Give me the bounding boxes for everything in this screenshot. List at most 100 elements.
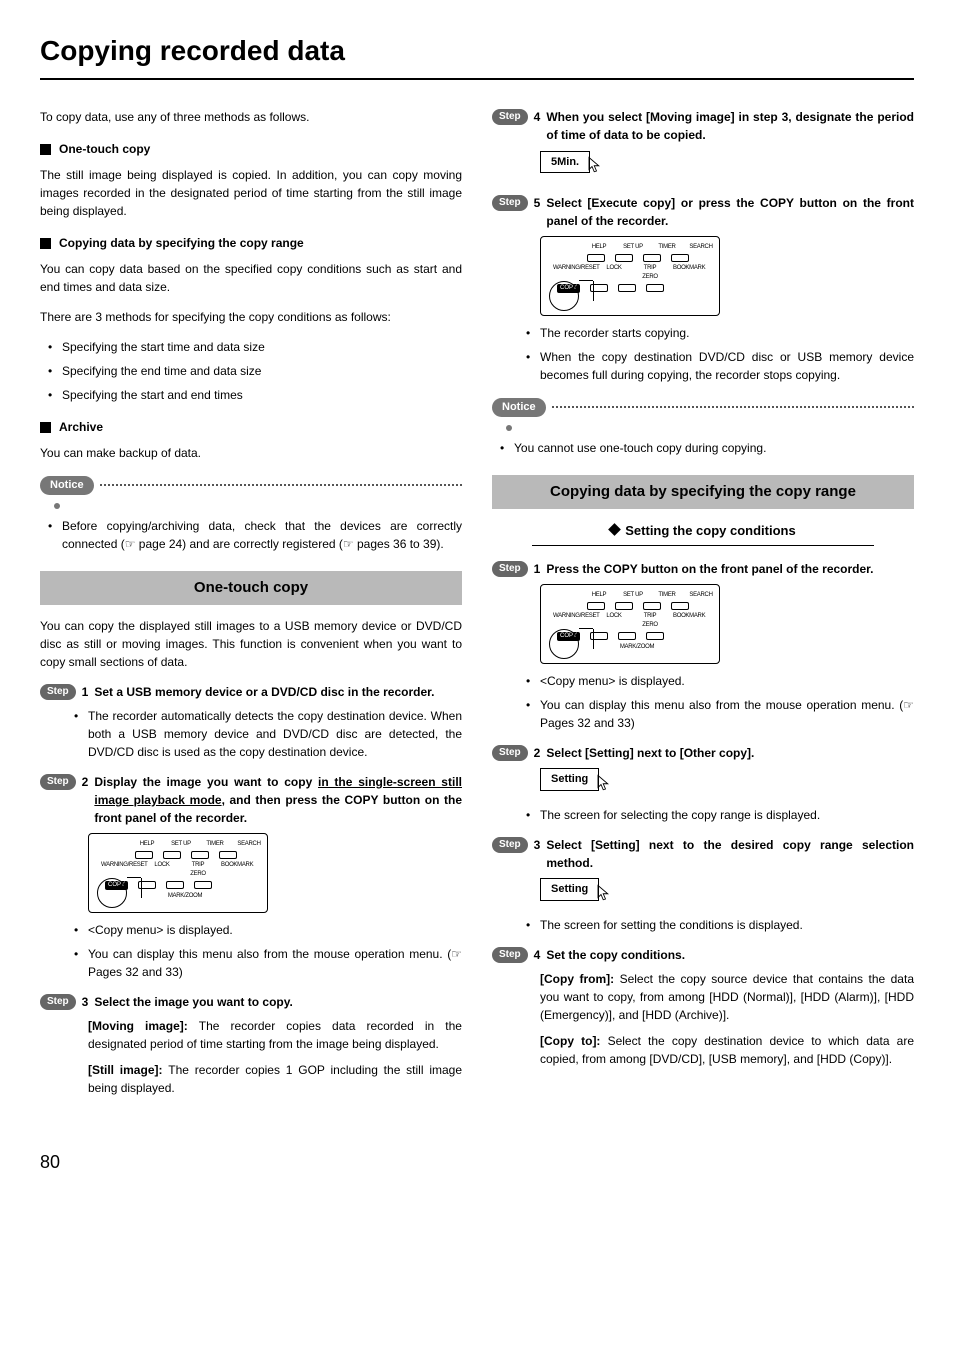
panel-label-markzoom: MARK/ZOOM	[617, 643, 657, 652]
step-5-bullet-2: When the copy destination DVD/CD disc or…	[540, 348, 914, 384]
range-step-1-bullet-1: <Copy menu> is displayed.	[540, 672, 914, 690]
panel-label-bookmark: BOOKMARK	[673, 264, 699, 282]
front-panel-diagram: HELP SET UP TIMER SEARCH WARNING/RESET L…	[88, 833, 268, 913]
panel-dial-icon	[97, 878, 127, 908]
panel-label-setup: SET UP	[621, 591, 645, 600]
panel-label-lock: LOCK	[149, 861, 175, 879]
panel-pointer-line	[593, 629, 594, 649]
step-pill: Step	[492, 745, 528, 761]
step-pill: Step	[492, 109, 528, 125]
range-step-3-text: Select [Setting] next to the desired cop…	[546, 836, 914, 872]
step-5-text: Select [Execute copy] or press the COPY …	[546, 194, 914, 230]
panel-button	[618, 284, 636, 292]
five-min-label: 5Min.	[540, 151, 590, 174]
cursor-icon	[586, 156, 604, 174]
step-number: 1	[82, 683, 89, 701]
step-number: 2	[82, 773, 89, 791]
step-2-text: Display the image you want to copy in th…	[94, 773, 462, 827]
still-image-def: [Still image]: The recorder copies 1 GOP…	[88, 1061, 462, 1097]
panel-label-setup: SET UP	[621, 243, 645, 252]
step-number: 2	[534, 744, 541, 762]
setting-label: Setting	[540, 768, 599, 791]
step-5-bullet-1: The recorder starts copying.	[540, 324, 914, 342]
step-2-bullet-2: You can display this menu also from the …	[88, 945, 462, 981]
step-3-text: Select the image you want to copy.	[94, 993, 293, 1011]
panel-label-markzoom: MARK/ZOOM	[165, 892, 205, 901]
step-pill: Step	[492, 561, 528, 577]
panel-dial-icon	[549, 629, 579, 659]
notice-text-1: Before copying/archiving data, check tha…	[40, 517, 462, 553]
step-number: 3	[82, 993, 89, 1011]
one-touch-heading-label: One-touch copy	[59, 140, 150, 158]
notice-dots	[100, 484, 462, 486]
step-4-text: When you select [Moving image] in step 3…	[546, 108, 914, 144]
panel-label-timer: TIMER	[655, 591, 679, 600]
panel-label-lock: LOCK	[601, 264, 627, 282]
panel-button	[587, 602, 605, 610]
moving-image-def: [Moving image]: The recorder copies data…	[88, 1017, 462, 1053]
step-2: Step 2 Display the image you want to cop…	[40, 773, 462, 981]
range-step-1-text: Press the COPY button on the front panel…	[546, 560, 873, 578]
panel-button	[219, 851, 237, 859]
one-touch-desc: The still image being displayed is copie…	[40, 166, 462, 220]
step-1: Step 1 Set a USB memory device or a DVD/…	[40, 683, 462, 761]
step-pill: Step	[40, 994, 76, 1010]
cursor-icon	[595, 884, 613, 902]
by-range-list: Specifying the start time and data size …	[40, 338, 462, 404]
notice-dot-icon	[506, 425, 512, 431]
panel-label-timer: TIMER	[203, 840, 227, 849]
page-number: 80	[40, 1149, 914, 1176]
left-column: To copy data, use any of three methods a…	[40, 108, 462, 1109]
panel-pointer-line	[127, 877, 141, 878]
one-touch-section-title: One-touch copy	[40, 571, 462, 606]
panel-button	[615, 254, 633, 262]
notice-bar: Notice	[40, 476, 462, 495]
range-step-4-text: Set the copy conditions.	[546, 946, 685, 964]
sub-heading-label: Setting the copy conditions	[625, 523, 795, 538]
diamond-icon	[608, 523, 621, 536]
panel-pointer-line	[579, 280, 593, 281]
front-panel-diagram: HELP SET UP TIMER SEARCH WARNING/RESET L…	[540, 236, 720, 316]
panel-button	[135, 851, 153, 859]
panel-button	[671, 602, 689, 610]
archive-desc: You can make backup of data.	[40, 444, 462, 462]
panel-label-help: HELP	[587, 591, 611, 600]
moving-image-label: [Moving image]:	[88, 1019, 199, 1033]
step-number: 5	[534, 194, 541, 212]
step-pill: Step	[40, 774, 76, 790]
panel-label-tripzero: TRIP ZERO	[637, 264, 663, 282]
step-number: 4	[534, 946, 541, 964]
still-image-label: [Still image]:	[88, 1063, 168, 1077]
panel-pointer-line	[593, 281, 594, 301]
notice-pill: Notice	[492, 398, 546, 417]
copy-to-label: [Copy to]:	[540, 1034, 608, 1048]
panel-label-help: HELP	[135, 840, 159, 849]
page-title: Copying recorded data	[40, 30, 914, 80]
sub-heading: Setting the copy conditions	[492, 521, 914, 541]
panel-button	[166, 881, 184, 889]
panel-button	[646, 632, 664, 640]
notice-dots	[552, 406, 914, 408]
notice-pill: Notice	[40, 476, 94, 495]
panel-button	[191, 851, 209, 859]
right-column: Step 4 When you select [Moving image] in…	[492, 108, 914, 1109]
step-2-pre: Display the image you want to copy	[94, 775, 318, 789]
panel-dial-icon	[549, 281, 579, 311]
step-pill: Step	[492, 195, 528, 211]
front-panel-diagram: HELP SET UP TIMER SEARCH WARNING/RESET L…	[540, 584, 720, 664]
by-range-heading-label: Copying data by specifying the copy rang…	[59, 234, 304, 252]
panel-label-bookmark: BOOKMARK	[673, 612, 699, 630]
archive-heading-label: Archive	[59, 418, 103, 436]
list-item: Specifying the start time and data size	[62, 338, 462, 356]
by-range-desc1: You can copy data based on the specified…	[40, 260, 462, 296]
panel-button	[643, 602, 661, 610]
five-min-button: 5Min.	[540, 150, 604, 174]
panel-button	[194, 881, 212, 889]
panel-button	[671, 254, 689, 262]
list-item: Specifying the end time and data size	[62, 362, 462, 380]
panel-label-setup: SET UP	[169, 840, 193, 849]
list-item: Specifying the start and end times	[62, 386, 462, 404]
step-number: 1	[534, 560, 541, 578]
panel-label-tripzero: TRIP ZERO	[185, 861, 211, 879]
step-number: 4	[534, 108, 541, 126]
